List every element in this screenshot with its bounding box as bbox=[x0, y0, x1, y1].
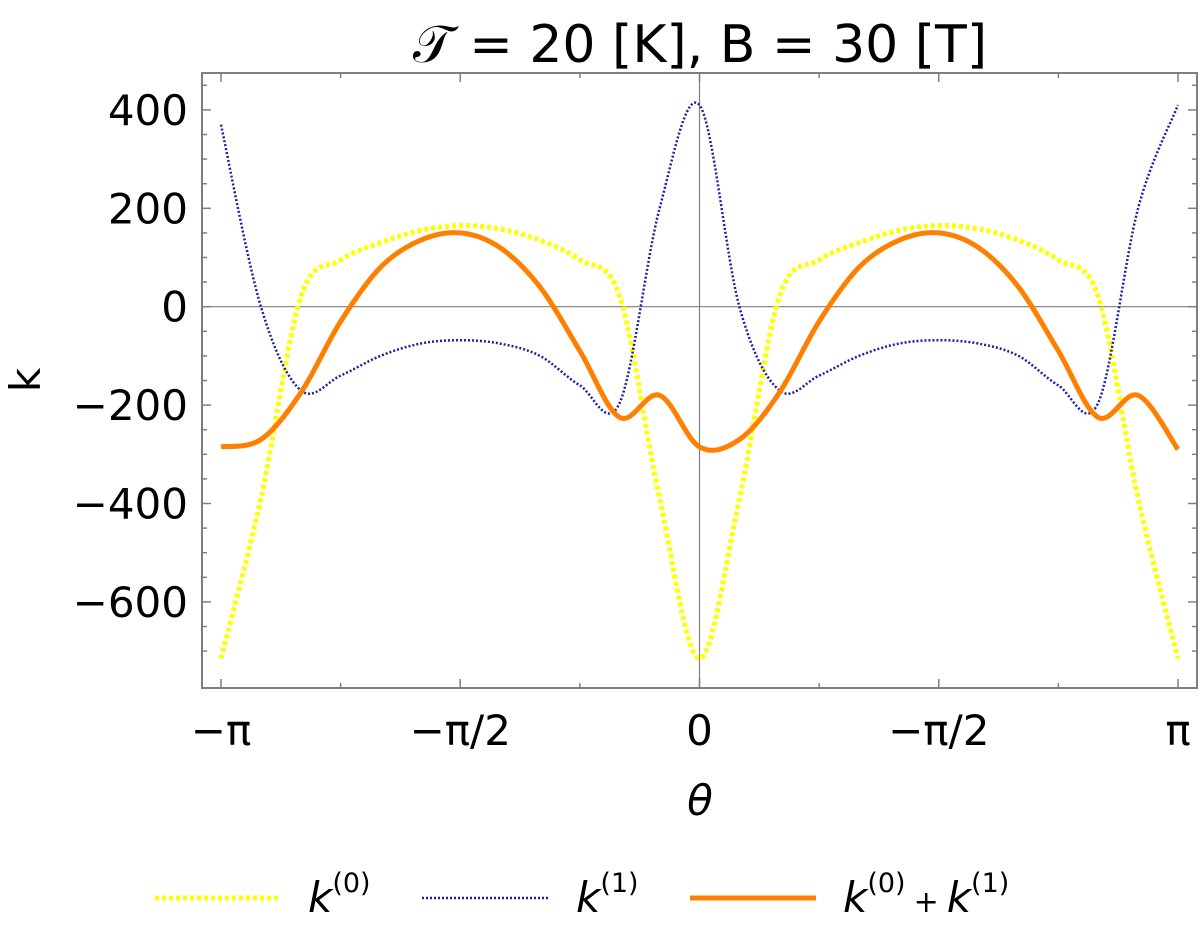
y-axis-label: k bbox=[1, 367, 50, 392]
y-tick-label-5: −600 bbox=[73, 578, 188, 627]
x-tick-label-2: 0 bbox=[686, 706, 713, 755]
y-tick-label-2: 0 bbox=[161, 283, 188, 332]
chart-title: 𝒯 = 20 [K], B = 30 [T] bbox=[413, 15, 987, 75]
x-axis-label: θ bbox=[687, 776, 713, 825]
x-tick-label-1: −π/2 bbox=[410, 706, 511, 755]
x-tick-label-0: −π bbox=[191, 706, 251, 755]
series-k0-line bbox=[218, 222, 1181, 661]
y-tick-label-1: 200 bbox=[108, 184, 188, 233]
series-group bbox=[218, 101, 1181, 661]
y-tick-label-0: 400 bbox=[108, 86, 188, 135]
series-k1-line bbox=[219, 101, 1180, 415]
legend-label-k1: k(1) bbox=[576, 868, 639, 922]
legend-label-k0-plus-k1: k(0)+ k(1) bbox=[843, 868, 1009, 922]
y-tick-labels: 400 200 0 −200 −400 −600 bbox=[73, 86, 188, 627]
legend-label-k0: k(0) bbox=[308, 868, 371, 922]
y-tick-label-3: −200 bbox=[73, 381, 188, 430]
x-tick-label-4: π bbox=[1165, 706, 1190, 755]
legend: k(0) k(1) k(0)+ k(1) bbox=[155, 868, 1009, 922]
frame-ticks bbox=[202, 73, 1197, 688]
x-tick-labels: −π −π/2 0 −π/2 π bbox=[191, 706, 1191, 755]
series-k0-plus-k1-line bbox=[220, 230, 1181, 453]
y-tick-label-4: −400 bbox=[73, 480, 188, 529]
x-tick-label-3: −π/2 bbox=[888, 706, 989, 755]
